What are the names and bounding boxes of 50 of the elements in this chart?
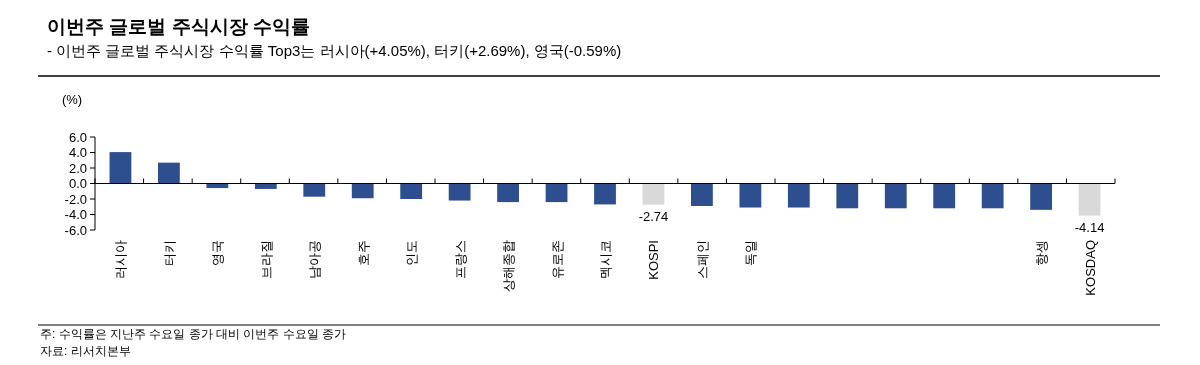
bar (545, 183, 568, 203)
y-tick-label: 0.0 (68, 176, 87, 192)
x-tick-label: 영국 (210, 240, 226, 266)
bar (109, 152, 132, 184)
bar (157, 162, 180, 184)
y-tick-label: 4.0 (68, 145, 87, 161)
chart-title: 이번주 글로벌 주식시장 수익률 (47, 16, 310, 37)
x-tick-label: 인도 (404, 240, 420, 266)
x-tick-label: 상해종합 (501, 240, 517, 292)
bar (739, 183, 762, 208)
x-tick-label: KOSDAQ (1082, 240, 1098, 296)
y-tick-label: 6.0 (68, 129, 87, 145)
y-tick-label: -6.0 (64, 222, 87, 238)
bar (1030, 183, 1053, 210)
y-tick-label: -4.0 (64, 207, 87, 223)
chart-subtitle: - 이번주 글로벌 주식시장 수익률 Top3는 러시아(+4.05%), 터키(+2.69%), 영국(-0.59%) (47, 42, 622, 59)
bar (497, 183, 519, 203)
y-axis-title: (%) (61, 92, 83, 107)
bar (400, 183, 423, 199)
y-tick-label: 2.0 (68, 160, 87, 176)
x-tick-label: 호주 (355, 240, 371, 266)
bar (1078, 183, 1101, 216)
text: 주: 수익률은 지난주 수요일 종가 대비 이번주 수요일 종가 (40, 327, 347, 341)
x-tick-label: 러시아 (113, 240, 129, 279)
text: 자료: 리서치본부 (40, 344, 131, 358)
bar (787, 183, 810, 208)
x-tick-label: 독일 (743, 240, 759, 266)
bar (594, 183, 616, 205)
x-tick-label: 브라질 (258, 240, 274, 279)
x-tick-label: 스페인 (694, 240, 710, 279)
x-tick-label: KOSPI (646, 240, 662, 280)
data-label: -2.74 (638, 208, 669, 224)
x-tick-label: 터키 (161, 240, 177, 266)
bar (303, 183, 326, 197)
x-tick-label: 남아공 (307, 240, 323, 279)
data-label: -4.14 (1074, 219, 1105, 235)
bar (642, 183, 665, 205)
bar (884, 183, 907, 209)
bar (981, 183, 1004, 209)
bar (691, 183, 713, 206)
y-tick-label: -2.0 (64, 191, 87, 207)
x-tick-label: 멕시코 (598, 240, 613, 279)
x-tick-label: 항셍 (1034, 240, 1050, 266)
bar (351, 183, 374, 199)
bar (836, 183, 859, 209)
x-tick-label: 유로존 (549, 240, 565, 279)
x-tick-label: 프랑스 (452, 240, 468, 279)
bar (254, 183, 277, 189)
bar (933, 183, 956, 209)
bar (448, 183, 471, 201)
